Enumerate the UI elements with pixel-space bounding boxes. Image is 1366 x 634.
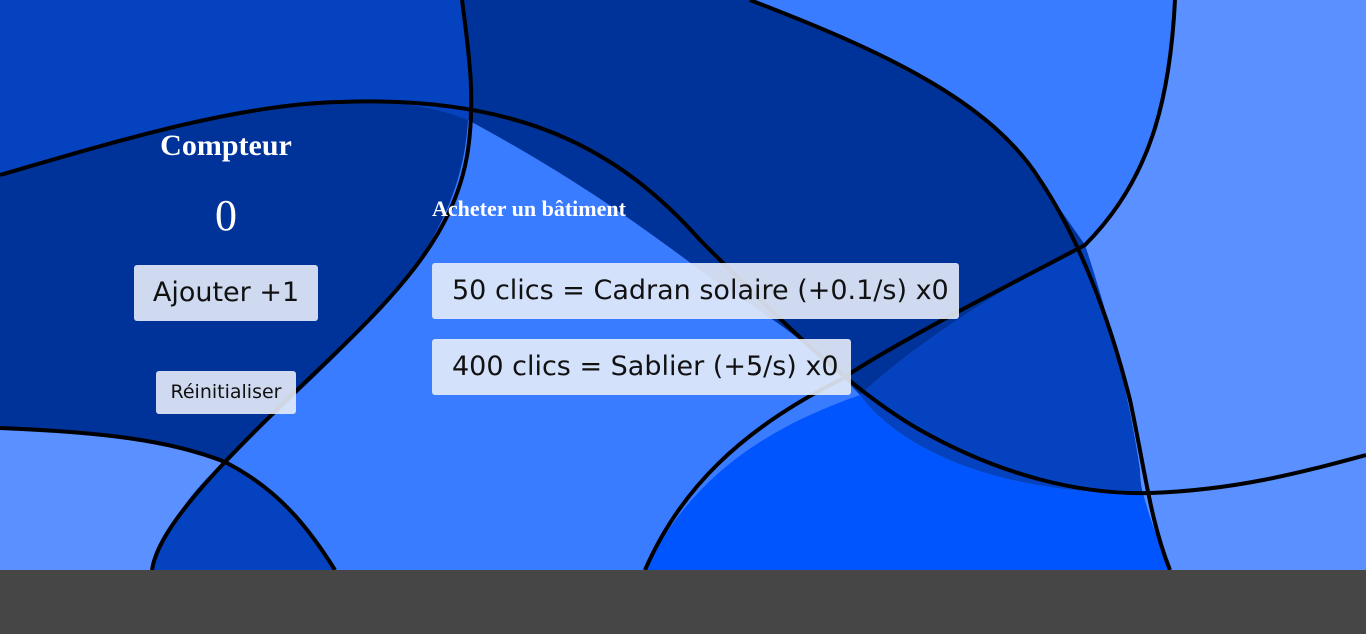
buy-sundial-button[interactable]: 50 clics = Cadran solaire (+0.1/s) x0	[432, 263, 959, 319]
add-one-button[interactable]: Ajouter +1	[134, 265, 318, 321]
shop-title: Acheter un bâtiment	[432, 196, 626, 221]
game-area: Compteur 0 Ajouter +1 Réinitialiser Ache…	[0, 0, 1366, 570]
counter-value: 0	[215, 191, 237, 240]
background-blobs	[0, 0, 1366, 570]
counter-title: Compteur	[160, 129, 292, 162]
reset-button[interactable]: Réinitialiser	[156, 371, 296, 414]
footer-bar	[0, 570, 1366, 634]
buy-hourglass-button[interactable]: 400 clics = Sablier (+5/s) x0	[432, 339, 851, 395]
